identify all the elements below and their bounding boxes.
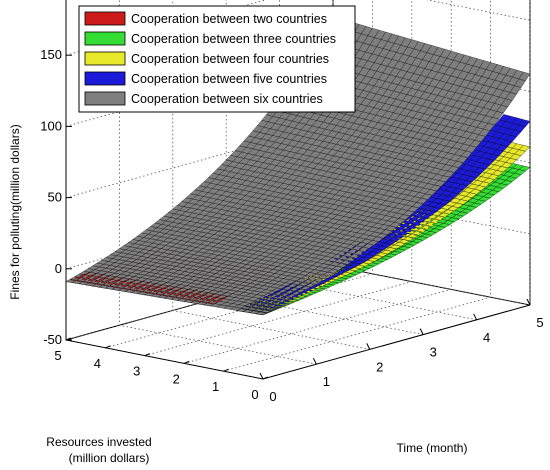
y-tick-label: 2 [173, 371, 180, 386]
z-tick-label: 150 [40, 47, 62, 62]
z-tick-label: 100 [40, 118, 62, 133]
legend-swatch [84, 11, 126, 26]
x-tick-label: 5 [536, 315, 543, 330]
surface-cell-4 [518, 71, 531, 82]
axis-box-front [65, 0, 531, 380]
front-axis-lines [65, 0, 531, 380]
x-axis-title: Time (month) [397, 441, 468, 455]
legend-swatch [84, 51, 126, 66]
legend-label: Cooperation between two countries [131, 12, 327, 26]
legend-label: Cooperation between three countries [131, 32, 336, 46]
y-tick-label: 3 [133, 364, 140, 379]
surface-cell-1 [518, 165, 531, 172]
x-tick-label: 3 [430, 345, 437, 360]
y-tick-label: 4 [94, 356, 101, 371]
x-tick-mark [312, 357, 317, 365]
x-tick-mark [526, 298, 531, 306]
surfaces [65, 16, 531, 316]
y-tick-label: 0 [251, 387, 258, 402]
x-tick-mark [259, 372, 264, 380]
z-tick-label: 0 [55, 261, 62, 276]
legend-label: Cooperation between six countries [131, 92, 323, 106]
y-axis-title-line1: Resources invested [46, 435, 151, 449]
y-tick-label: 5 [54, 348, 61, 363]
x-gridline [119, 0, 317, 365]
z-axis-title: Fines for polluting(million dollars) [8, 124, 22, 299]
y-gridline [184, 0, 452, 364]
legend-label: Cooperation between five countries [131, 72, 327, 86]
x-tick-label: 4 [483, 330, 490, 345]
y-axis-title-line2: (million dollars) [69, 451, 150, 465]
x-tick-label: 0 [269, 389, 276, 404]
z-tick-label: 50 [48, 190, 62, 205]
y-tick-mark [105, 345, 111, 349]
y-tick-mark [184, 360, 190, 364]
x-tick-mark [419, 328, 424, 335]
y-gridline [223, 0, 492, 372]
surface-cell-3 [518, 119, 531, 127]
y-tick-mark [223, 368, 229, 372]
x-tick-mark [473, 313, 478, 321]
x-tick-label: 2 [376, 359, 383, 374]
y-gridline [144, 0, 413, 356]
y-gridline [105, 0, 373, 349]
legend-swatch [84, 31, 126, 46]
y-tick-mark [144, 353, 150, 357]
x-gridline [172, 0, 370, 350]
legend: Cooperation between two countries Coopera… [78, 5, 356, 113]
z-tick-label: -50 [43, 332, 62, 347]
y-tick-mark [262, 376, 269, 380]
surface-cell-2 [518, 145, 531, 152]
ticks: -50050100150200012345012345 [40, 47, 543, 404]
x-tick-label: 1 [323, 374, 330, 389]
y-tick-label: 1 [212, 379, 219, 394]
legend-swatch [84, 71, 126, 86]
legend-swatch [84, 91, 126, 106]
legend-label: Cooperation between four countries [131, 52, 329, 66]
x-tick-mark [366, 343, 371, 350]
y-tick-mark [65, 337, 72, 341]
